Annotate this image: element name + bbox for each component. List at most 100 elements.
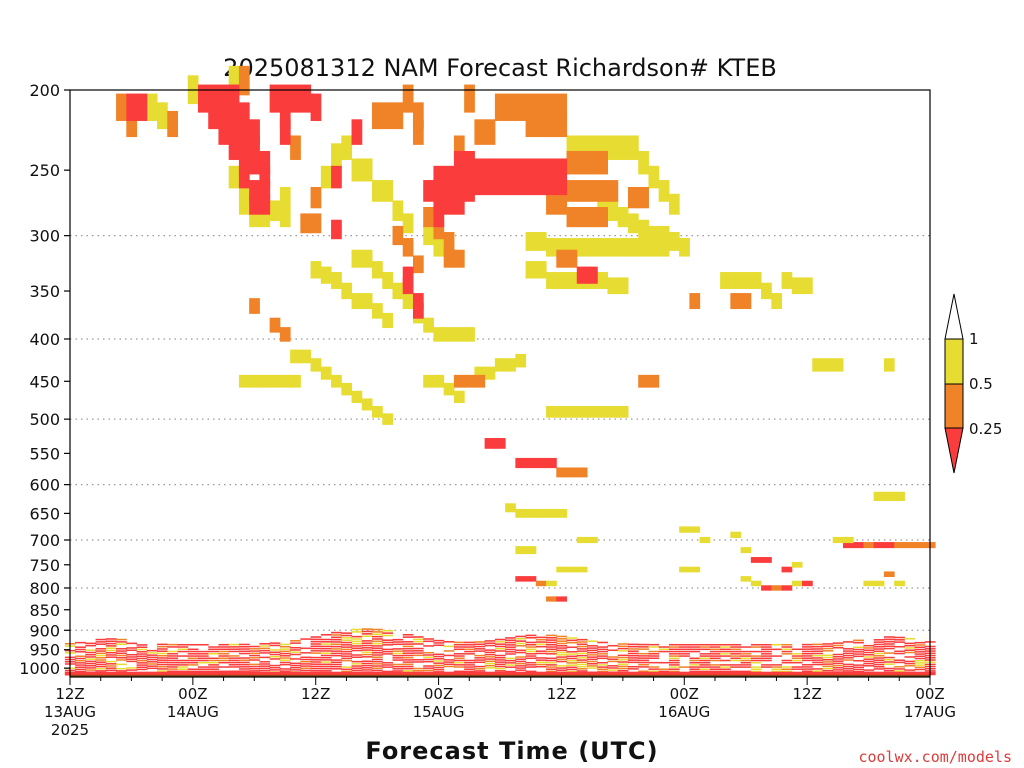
cell-red — [269, 84, 281, 113]
bl-cell-r — [341, 632, 353, 634]
legend-orange-box — [944, 383, 964, 429]
bl-cell-r — [259, 669, 271, 672]
bl-cell-r — [433, 662, 445, 664]
bl-cell-r — [290, 646, 301, 649]
bl-cell-r — [535, 652, 547, 655]
bl-cell-r — [177, 646, 189, 648]
bl-cell-r — [85, 665, 97, 667]
bl-cell-y — [116, 667, 127, 670]
bl-base — [85, 671, 97, 676]
bl-cell-r — [279, 655, 291, 657]
bl-base — [146, 671, 158, 676]
bl-cell-r — [873, 661, 885, 664]
cell-mid-o — [883, 571, 895, 578]
bl-cell-y — [372, 633, 383, 636]
bl-cell-r — [310, 636, 322, 638]
bl-cell-o — [576, 645, 588, 648]
bl-cell-r — [812, 648, 823, 650]
cell-mid-y — [679, 526, 690, 533]
bl-base — [177, 671, 189, 676]
bl-cell-y — [566, 670, 578, 673]
bl-cell-r — [167, 659, 178, 662]
cell-red — [484, 158, 496, 182]
bl-cell-r — [116, 650, 127, 652]
bl-base — [802, 671, 813, 676]
bl-cell-r — [689, 648, 701, 651]
bl-cell-r — [341, 641, 353, 644]
cell-yellow — [423, 374, 434, 388]
bl-base — [730, 671, 742, 676]
bl-cell-r — [535, 636, 547, 639]
cell-mid-y — [842, 536, 854, 544]
bl-cell-r — [679, 650, 690, 653]
bl-cell-r — [85, 667, 97, 669]
bl-cell-y — [904, 647, 916, 649]
bl-cell-r — [771, 648, 783, 651]
bl-cell-r — [320, 650, 332, 652]
bl-cell-r — [505, 670, 516, 673]
bl-cell-r — [341, 657, 353, 660]
bl-cell-r — [720, 648, 731, 651]
bl-cell-r — [402, 636, 414, 638]
cell-orange — [392, 225, 404, 246]
bl-cell-r — [75, 666, 86, 669]
cell-mid-r — [761, 585, 772, 591]
bl-cell-r — [105, 669, 117, 672]
bl-cell-r — [279, 670, 291, 672]
bl-cell-r — [249, 645, 260, 648]
cell-yellow — [617, 405, 629, 418]
bl-cell-r — [730, 670, 742, 673]
bl-base — [105, 671, 117, 676]
bl-cell-r — [914, 641, 926, 644]
y-tick-label: 900 — [29, 621, 60, 640]
cell-yellow — [802, 277, 813, 295]
bl-cell-r — [525, 636, 537, 639]
bl-cell-r — [167, 670, 178, 673]
cell-red — [279, 119, 291, 145]
credit-text[interactable]: coolwx.com/models — [858, 748, 1012, 766]
cell-orange — [310, 213, 322, 234]
cell-yellow — [382, 413, 393, 425]
bl-cell-r — [290, 662, 301, 665]
cell-orange — [638, 186, 649, 209]
bl-cell-o — [566, 641, 578, 644]
bl-cell-r — [505, 653, 516, 655]
bl-cell-r — [453, 659, 465, 662]
bl-cell-r — [95, 670, 107, 672]
bl-cell-o — [412, 667, 424, 670]
bl-cell-r — [576, 650, 588, 652]
x-tick-label: 00Z — [670, 685, 699, 703]
bl-cell-y — [494, 647, 506, 650]
cell-yellow — [443, 382, 455, 396]
cell-orange — [279, 327, 291, 342]
bl-cell-r — [464, 646, 475, 648]
bl-cell-o — [781, 653, 793, 655]
cell-red — [453, 150, 465, 175]
bl-base — [883, 671, 895, 676]
bl-cell-r — [228, 646, 240, 648]
cell-orange — [587, 180, 598, 202]
bl-cell-r — [535, 650, 547, 652]
bl-cell-r — [607, 665, 619, 667]
bl-cell-r — [525, 661, 537, 664]
bl-cell-r — [494, 665, 506, 668]
cell-yellow — [597, 405, 608, 418]
bl-cell-r — [187, 668, 199, 670]
bl-cell-r — [873, 641, 885, 643]
bl-cell-r — [187, 653, 199, 655]
bl-cell-r — [95, 665, 107, 668]
bl-cell-r — [689, 666, 701, 668]
bl-cell-r — [300, 665, 312, 667]
bl-cell-r — [863, 660, 875, 663]
bl-cell-r — [177, 670, 189, 673]
bl-base — [771, 671, 783, 676]
bl-cell-y — [320, 652, 332, 654]
bl-cell-r — [802, 646, 813, 648]
bl-cell-o — [474, 654, 486, 657]
bl-cell-o — [218, 653, 230, 655]
cell-yellow — [238, 193, 250, 215]
bl-cell-r — [709, 646, 721, 648]
bl-cell-r — [904, 642, 916, 645]
cell-yellow — [228, 65, 240, 96]
bl-cell-r — [464, 641, 475, 644]
